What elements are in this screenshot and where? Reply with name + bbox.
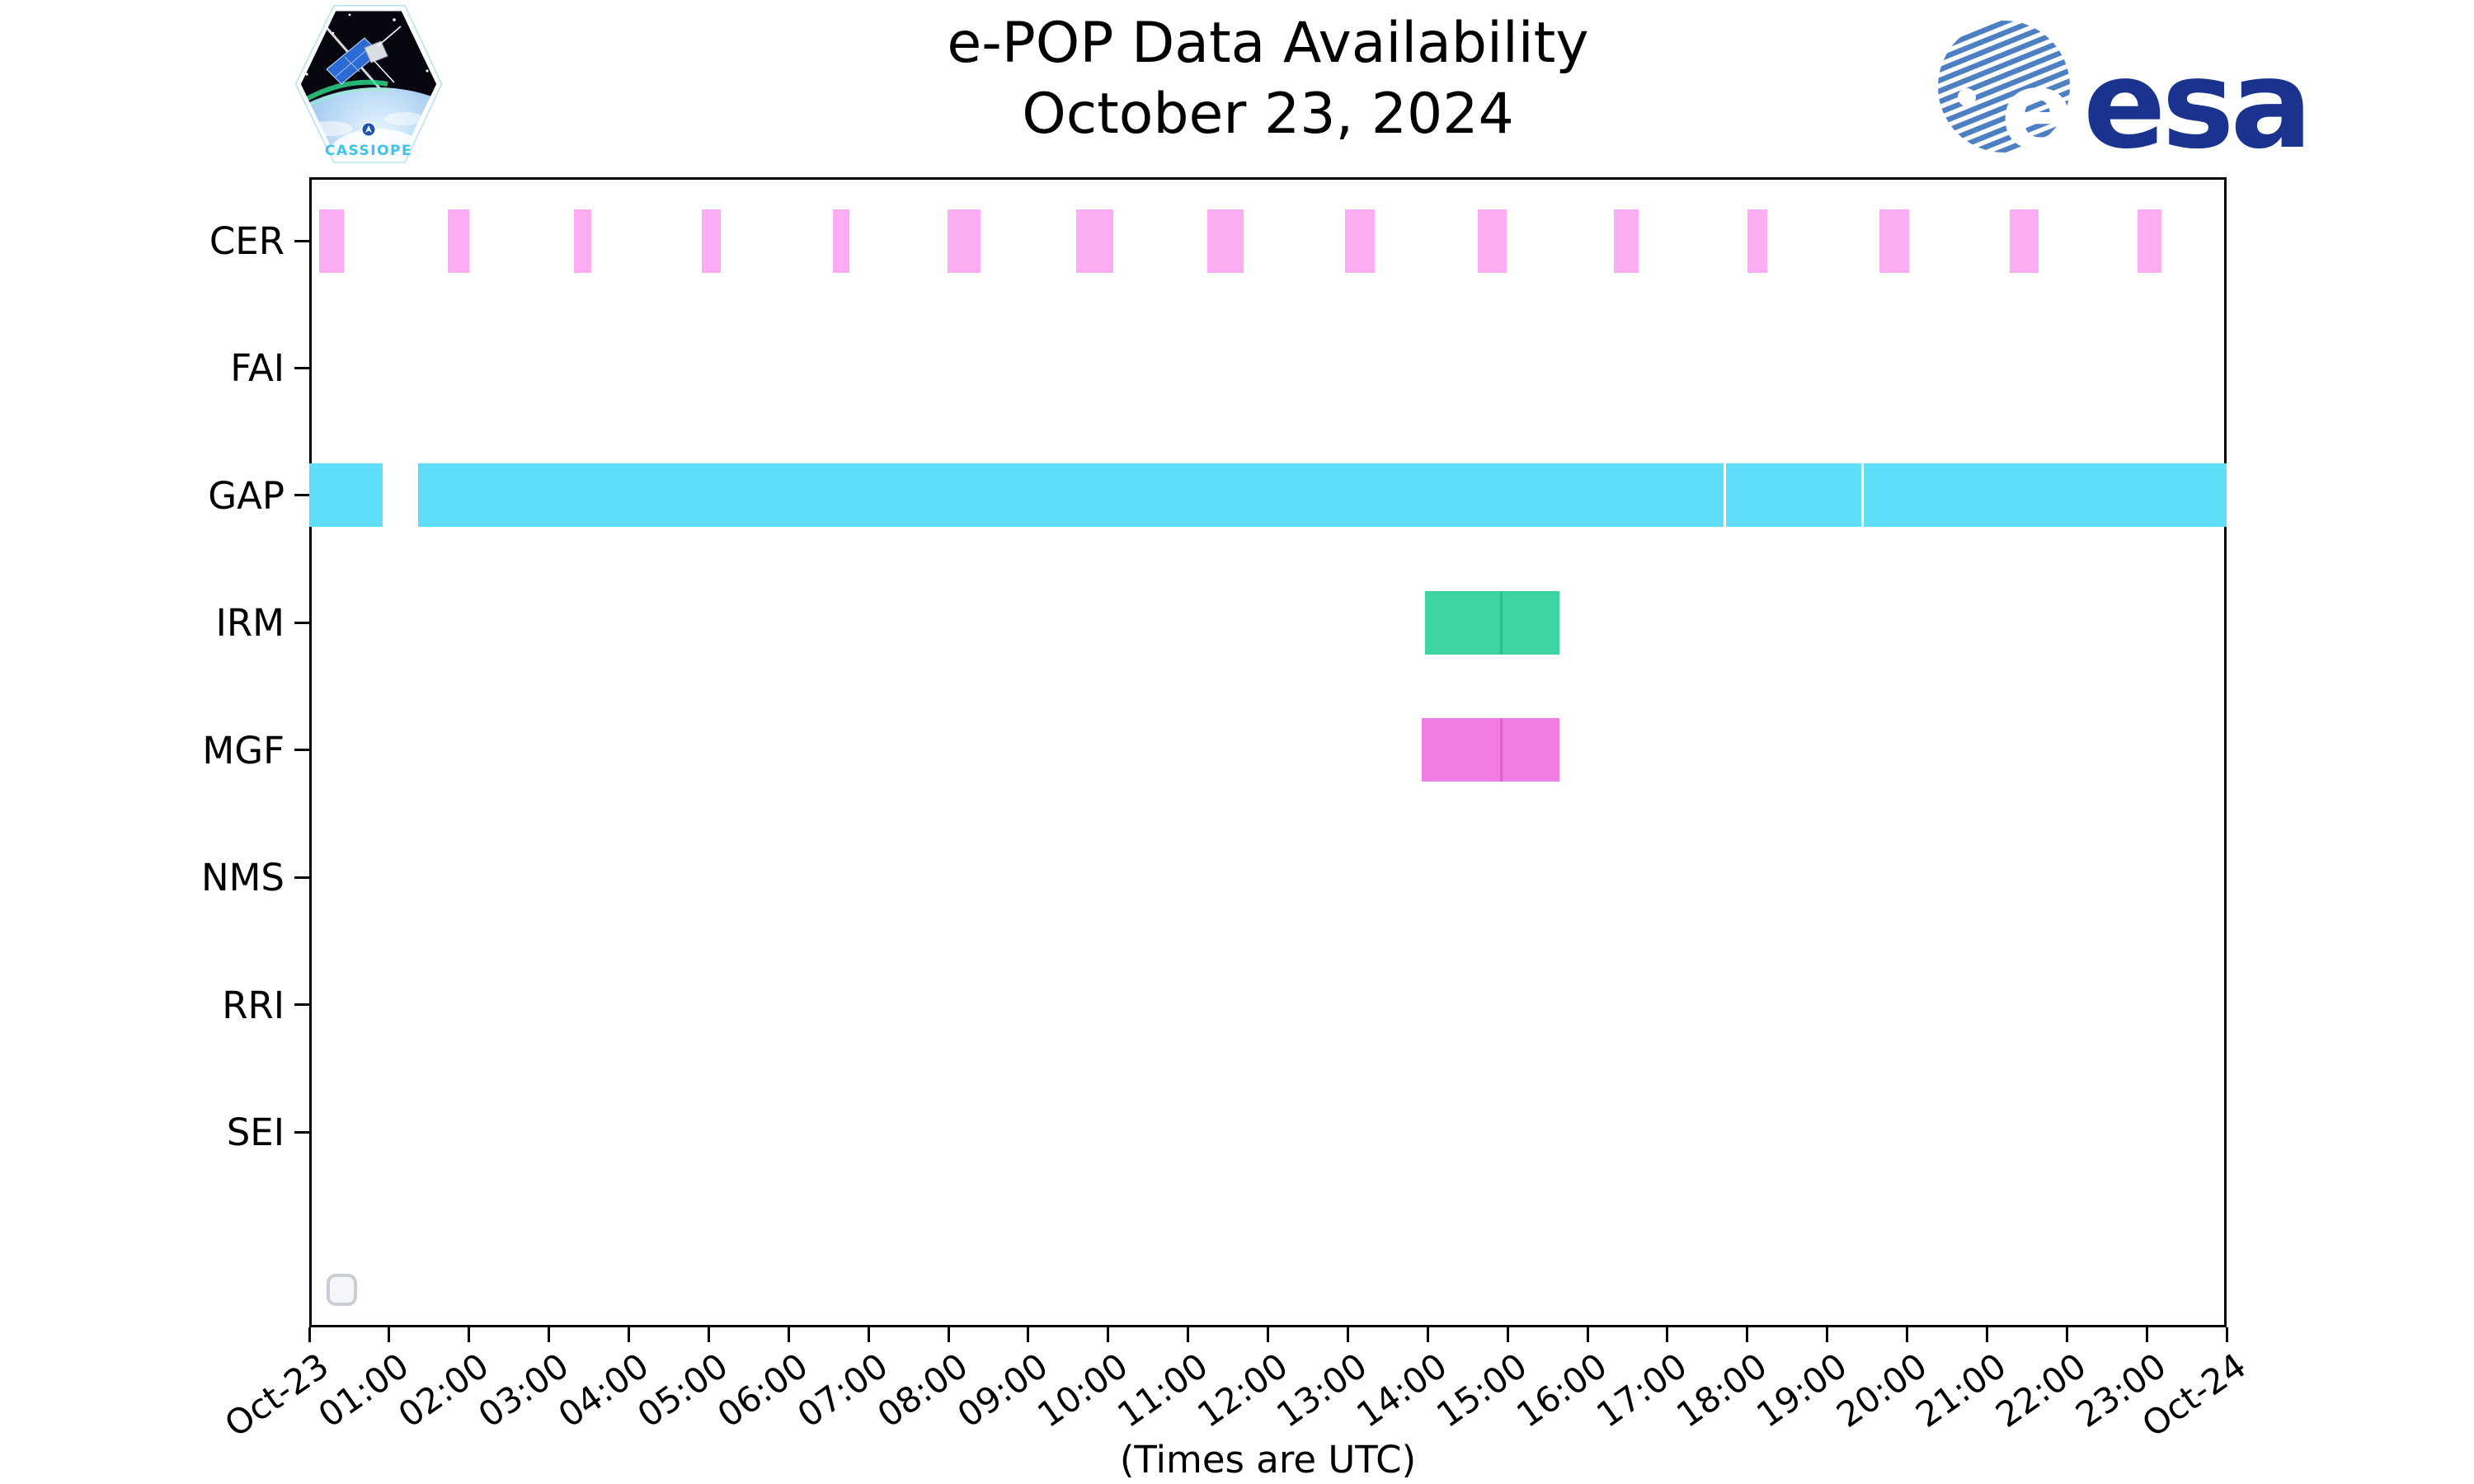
x-tick-4 bbox=[628, 1327, 630, 1342]
cassiope-mission-patch: CASSIOPE bbox=[295, 5, 442, 163]
x-tick-8 bbox=[947, 1327, 950, 1342]
y-tick-gap bbox=[294, 494, 309, 497]
x-tick-21 bbox=[1985, 1327, 1988, 1342]
availability-bar-cer-7 bbox=[1206, 209, 1244, 273]
x-tick-13 bbox=[1346, 1327, 1349, 1342]
availability-bar-cer-14 bbox=[2137, 209, 2161, 273]
x-tick-15 bbox=[1506, 1327, 1509, 1342]
availability-bar-gap-1 bbox=[417, 463, 1725, 528]
availability-bar-mgf-0 bbox=[1422, 718, 1502, 782]
y-axis-label-rri: RRI bbox=[222, 983, 285, 1027]
page-title: e-POP Data Availability bbox=[947, 11, 1589, 76]
availability-bar-cer-5 bbox=[948, 209, 981, 273]
x-tick-6 bbox=[787, 1327, 790, 1342]
x-tick-7 bbox=[867, 1327, 870, 1342]
x-tick-0 bbox=[308, 1327, 311, 1342]
availability-bar-cer-3 bbox=[701, 209, 721, 273]
y-tick-cer bbox=[294, 239, 309, 242]
availability-bar-cer-6 bbox=[1076, 209, 1113, 273]
availability-bar-irm-1 bbox=[1501, 590, 1560, 655]
segment-divider-gap-0 bbox=[1724, 463, 1727, 528]
x-tick-17 bbox=[1666, 1327, 1669, 1342]
availability-bar-cer-1 bbox=[447, 209, 469, 273]
segment-divider-mgf-0 bbox=[1499, 718, 1503, 782]
availability-bar-gap-3 bbox=[1862, 463, 2227, 528]
x-tick-24 bbox=[2225, 1327, 2228, 1342]
availability-bar-mgf-1 bbox=[1501, 718, 1560, 782]
availability-bar-cer-0 bbox=[318, 209, 344, 273]
x-tick-16 bbox=[1586, 1327, 1589, 1342]
availability-bar-cer-12 bbox=[1879, 209, 1910, 273]
availability-bar-cer-13 bbox=[2009, 209, 2039, 273]
y-axis-label-fai: FAI bbox=[230, 346, 285, 391]
availability-bar-cer-4 bbox=[832, 209, 849, 273]
page-subtitle-date: October 23, 2024 bbox=[1022, 81, 1514, 147]
x-tick-5 bbox=[707, 1327, 710, 1342]
availability-bar-gap-2 bbox=[1724, 463, 1863, 528]
availability-bar-irm-0 bbox=[1425, 590, 1502, 655]
x-tick-22 bbox=[2065, 1327, 2068, 1342]
esa-globe-e: e bbox=[2001, 48, 2075, 175]
y-tick-irm bbox=[294, 621, 309, 624]
availability-bar-gap-0 bbox=[309, 463, 383, 528]
y-axis-label-nms: NMS bbox=[200, 856, 285, 900]
x-tick-23 bbox=[2145, 1327, 2148, 1342]
availability-bar-cer-9 bbox=[1478, 209, 1507, 273]
segment-divider-gap-1 bbox=[1860, 463, 1864, 528]
x-axis-caption: (Times are UTC) bbox=[1119, 1438, 1417, 1482]
y-tick-rri bbox=[294, 1003, 309, 1007]
patch-satellite bbox=[326, 26, 402, 85]
x-tick-18 bbox=[1746, 1327, 1749, 1342]
availability-bar-cer-2 bbox=[573, 209, 591, 273]
x-tick-9 bbox=[1027, 1327, 1030, 1342]
availability-bar-cer-8 bbox=[1345, 209, 1376, 273]
y-axis-label-sei: SEI bbox=[226, 1111, 285, 1154]
availability-bar-cer-11 bbox=[1747, 209, 1767, 273]
patch-cassiope-label: CASSIOPE bbox=[325, 143, 412, 159]
x-tick-19 bbox=[1826, 1327, 1829, 1342]
x-tick-11 bbox=[1187, 1327, 1190, 1342]
y-axis-label-cer: CER bbox=[209, 219, 285, 263]
x-tick-3 bbox=[548, 1327, 551, 1342]
patch-border bbox=[295, 5, 442, 163]
x-tick-12 bbox=[1267, 1327, 1269, 1342]
y-tick-fai bbox=[294, 366, 309, 369]
esa-wordmark: esa bbox=[2083, 34, 2308, 176]
y-axis-label-gap: GAP bbox=[208, 473, 285, 518]
plot-frame bbox=[309, 177, 2227, 1327]
x-tick-1 bbox=[388, 1327, 391, 1342]
y-axis-label-irm: IRM bbox=[215, 601, 285, 646]
y-tick-sei bbox=[294, 1130, 309, 1134]
availability-bar-cer-10 bbox=[1613, 209, 1639, 273]
x-tick-14 bbox=[1426, 1327, 1429, 1342]
legend-placeholder-button[interactable] bbox=[327, 1274, 357, 1306]
segment-divider-irm-0 bbox=[1499, 590, 1503, 655]
y-tick-nms bbox=[294, 876, 309, 879]
x-tick-10 bbox=[1107, 1327, 1110, 1342]
y-axis-label-mgf: MGF bbox=[202, 728, 285, 773]
x-tick-2 bbox=[468, 1327, 471, 1342]
esa-globe-icon bbox=[1938, 21, 2070, 153]
y-tick-mgf bbox=[294, 749, 309, 752]
chart-title-block: e-POP Data Availability October 23, 2024 bbox=[309, 8, 2227, 149]
x-tick-20 bbox=[1906, 1327, 1908, 1342]
esa-logo: e esa bbox=[1938, 21, 2312, 176]
